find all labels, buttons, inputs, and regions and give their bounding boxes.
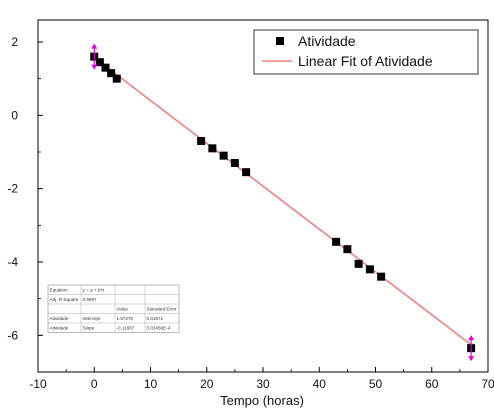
stats-cell: Value	[117, 307, 129, 312]
legend: Atividade Linear Fit of Atividade	[253, 29, 479, 75]
legend-box	[253, 29, 479, 75]
data-point	[354, 259, 363, 268]
legend-marker-atividade	[276, 37, 284, 45]
error-marker	[91, 43, 98, 70]
data-point	[377, 272, 386, 281]
legend-label-atividade: Atividade	[298, 33, 356, 49]
x-tick-label: 10	[144, 377, 158, 391]
data-point	[242, 168, 251, 177]
data-point	[343, 245, 352, 254]
y-tick-label: 2	[11, 35, 18, 49]
error-markers-layer	[91, 43, 475, 362]
x-tick-label: 50	[369, 377, 383, 391]
stats-cell: 0.01671	[147, 316, 164, 321]
error-marker	[468, 335, 475, 362]
x-axis-title: Tempo (horas)	[220, 393, 304, 408]
x-tick-label: 20	[200, 377, 214, 391]
x-tick-label: 70	[481, 377, 494, 391]
legend-label-fit: Linear Fit of Atividade	[298, 53, 433, 69]
data-point	[112, 74, 121, 83]
stats-cell: Atividade	[50, 316, 69, 321]
stats-cell: Equation	[50, 288, 69, 293]
stats-cell: Adj. R-Square	[50, 297, 79, 302]
data-point	[101, 63, 110, 72]
fit-stats-table: Equation y = a + b*x Adj. R-Square 0.9997 Va…	[47, 284, 180, 333]
x-tick-label: 60	[425, 377, 439, 391]
stats-cell: -0.11687	[117, 326, 135, 331]
stats-cell: Slope	[83, 326, 95, 331]
stats-cell: 1.57270	[117, 316, 134, 321]
stats-cell: Atividade	[50, 326, 69, 331]
fit-line-layer	[93, 57, 472, 346]
fit-line	[93, 57, 472, 346]
stats-table-frame	[47, 284, 180, 333]
x-tick-label: 30	[256, 377, 270, 391]
x-tick-label: 0	[91, 377, 98, 391]
y-axis: 2 0 -2 -4 -6	[7, 35, 43, 373]
y-tick-label: -2	[7, 182, 18, 196]
y-tick-label: -6	[7, 328, 18, 342]
data-point	[107, 69, 116, 78]
data-point	[219, 151, 228, 160]
x-tick-label: 40	[313, 377, 327, 391]
x-axis: -10 0 10 20 30 40 50 60 70	[29, 367, 494, 391]
x-tick-label: -10	[29, 377, 47, 391]
data-point	[230, 159, 239, 167]
stats-cell: Intercept	[83, 316, 102, 321]
stats-cell: Standard Error	[147, 307, 178, 312]
stats-cell: 3.03458E-4	[147, 326, 171, 331]
y-tick-label: 0	[11, 108, 18, 122]
data-point	[197, 137, 206, 145]
stats-cell: y = a + b*x	[83, 288, 106, 293]
stats-cell: 0.9997	[83, 297, 97, 302]
y-tick-label: -4	[7, 255, 18, 269]
data-point	[332, 237, 341, 246]
data-point	[208, 144, 217, 153]
data-point	[365, 265, 374, 274]
data-point	[95, 58, 104, 67]
